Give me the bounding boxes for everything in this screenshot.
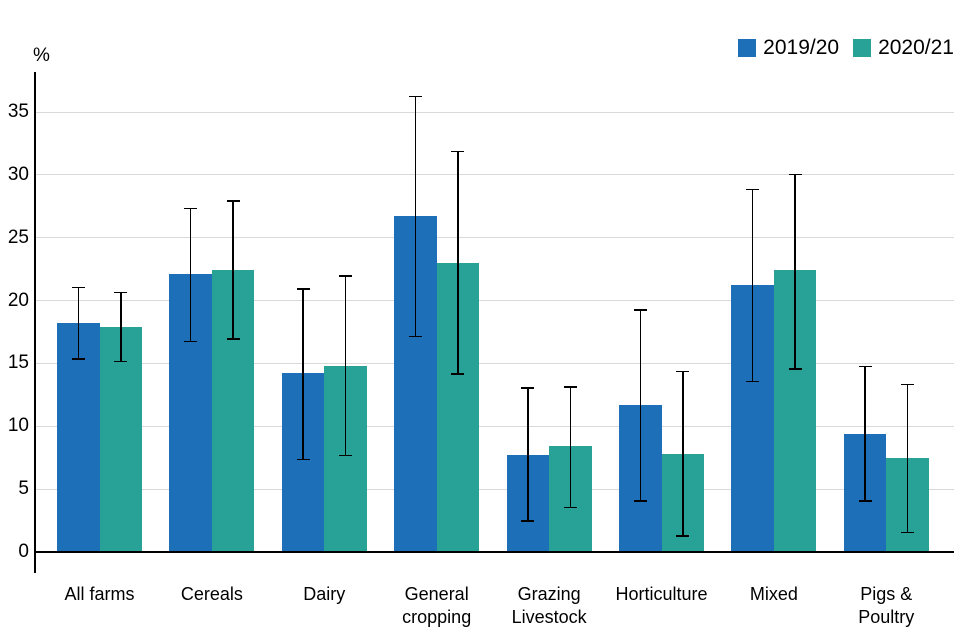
gridline-30 xyxy=(35,174,954,176)
error-bar-2019-20-cereals xyxy=(189,207,192,343)
gridline-35 xyxy=(35,111,954,113)
bar-2020-21-all-farms xyxy=(99,326,142,552)
gridline-10 xyxy=(35,425,954,427)
error-bar-2020-21-pigs-poultry-top-cap xyxy=(901,383,915,386)
x-category-label-horticulture: Horticulture xyxy=(615,584,708,604)
error-bar-2019-20-cereals-top-cap xyxy=(184,207,198,210)
legend-item-2020-21: 2020/21 xyxy=(853,36,954,60)
legend-label-2019-20: 2019/20 xyxy=(763,36,840,59)
error-bar-2019-20-dairy-top-cap xyxy=(296,288,310,290)
x-category-label-dairy: Dairy xyxy=(303,584,346,604)
error-bar-2020-21-mixed-top-cap xyxy=(788,173,802,176)
legend-swatch-2019-20 xyxy=(738,39,757,57)
error-bar-2020-21-all-farms xyxy=(120,291,122,363)
error-bar-2020-21-cereals-top-cap xyxy=(226,200,240,202)
error-bar-2020-21-pigs-poultry xyxy=(906,383,909,534)
y-axis-unit-label: % xyxy=(33,45,50,66)
error-bar-2019-20-horticulture-top-cap xyxy=(633,309,647,311)
error-bar-2020-21-cereals xyxy=(232,200,234,340)
error-bar-2020-21-all-farms-top-cap xyxy=(114,291,128,294)
error-bar-2019-20-grazing-livestock xyxy=(527,387,529,522)
error-bar-2019-20-all-farms xyxy=(77,286,79,360)
error-bar-2020-21-dairy xyxy=(344,275,347,457)
error-bar-2019-20-general-cropping-top-cap xyxy=(408,95,422,98)
error-bar-2020-21-grazing-livestock-top-cap xyxy=(563,386,577,388)
error-bar-2020-21-general-cropping xyxy=(457,150,459,375)
error-bar-2020-21-horticulture-bottom-cap xyxy=(676,535,690,537)
y-tick-label-35: 35 xyxy=(7,101,29,122)
error-bar-2019-20-horticulture xyxy=(639,309,641,502)
error-bar-2020-21-cereals-bottom-cap xyxy=(226,338,240,340)
x-category-label-pigs-poultry: Pigs & Poultry xyxy=(858,584,915,627)
error-bar-2019-20-pigs-poultry-bottom-cap xyxy=(858,500,872,502)
error-bar-2019-20-general-cropping-bottom-cap xyxy=(408,335,422,338)
error-bar-2019-20-pigs-poultry-top-cap xyxy=(858,365,872,368)
error-bar-2020-21-grazing-livestock-bottom-cap xyxy=(563,506,577,508)
y-tick-label-0: 0 xyxy=(18,541,29,562)
legend-label-2020-21: 2020/21 xyxy=(878,36,954,59)
error-bar-2020-21-pigs-poultry-bottom-cap xyxy=(901,531,915,534)
error-bar-2020-21-all-farms-bottom-cap xyxy=(114,360,128,363)
chart-legend: 2019/20 2020/21 xyxy=(738,36,954,60)
x-category-label-grazing-livestock: Grazing Livestock xyxy=(511,584,587,627)
y-axis-line xyxy=(34,72,36,573)
error-bar-2020-21-general-cropping-top-cap xyxy=(451,150,465,153)
x-category-label-mixed: Mixed xyxy=(749,584,798,604)
x-category-label-general-cropping: General cropping xyxy=(402,584,472,627)
error-bar-2019-20-general-cropping xyxy=(414,95,417,338)
error-bar-2019-20-cereals-bottom-cap xyxy=(184,340,198,343)
error-bar-2019-20-mixed xyxy=(751,188,754,383)
y-tick-label-15: 15 xyxy=(7,352,29,374)
error-bar-2020-21-mixed-bottom-cap xyxy=(788,368,802,370)
legend-item-2019-20: 2019/20 xyxy=(738,36,839,60)
error-bar-2020-21-horticulture xyxy=(682,370,684,537)
error-bar-2020-21-horticulture-top-cap xyxy=(676,370,690,373)
error-bar-2020-21-grazing-livestock xyxy=(569,386,572,508)
error-bar-2019-20-dairy-bottom-cap xyxy=(296,458,310,461)
error-bar-2019-20-grazing-livestock-bottom-cap xyxy=(521,520,535,522)
gridline-15 xyxy=(35,362,954,364)
error-bar-2019-20-mixed-top-cap xyxy=(746,188,760,191)
legend-swatch-2020-21 xyxy=(853,39,872,57)
error-bar-2020-21-dairy-bottom-cap xyxy=(339,454,353,457)
error-bar-2019-20-all-farms-top-cap xyxy=(71,286,85,289)
y-tick-label-10: 10 xyxy=(7,415,29,437)
y-tick-label-25: 25 xyxy=(7,226,29,248)
error-bar-2019-20-pigs-poultry xyxy=(864,365,866,502)
error-bar-2019-20-mixed-bottom-cap xyxy=(746,380,760,383)
x-category-label-all-farms: All farms xyxy=(64,584,135,604)
y-tick-label-30: 30 xyxy=(7,163,29,185)
gridline-5 xyxy=(35,488,954,490)
x-axis-line xyxy=(34,551,954,553)
error-bar-2019-20-grazing-livestock-top-cap xyxy=(521,387,535,389)
error-bar-2019-20-horticulture-bottom-cap xyxy=(633,500,647,502)
y-tick-label-5: 5 xyxy=(18,478,29,500)
error-bar-2020-21-mixed xyxy=(794,173,796,370)
error-bar-2019-20-all-farms-bottom-cap xyxy=(71,358,85,360)
error-bar-2020-21-dairy-top-cap xyxy=(339,275,353,277)
bar-2019-20-all-farms xyxy=(57,323,100,552)
error-bar-2019-20-dairy xyxy=(302,288,304,461)
error-bar-2020-21-general-cropping-bottom-cap xyxy=(451,373,465,375)
gridline-25 xyxy=(35,237,954,239)
gridline-20 xyxy=(35,300,954,302)
y-tick-label-20: 20 xyxy=(7,289,29,311)
x-category-label-cereals: Cereals xyxy=(180,584,243,604)
